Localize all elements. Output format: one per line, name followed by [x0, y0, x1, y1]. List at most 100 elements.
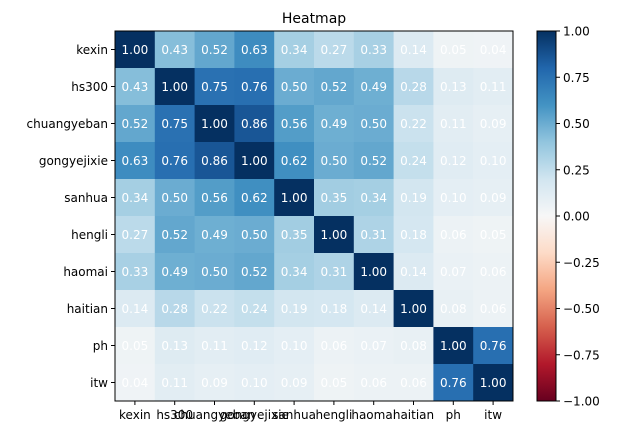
cell-value-label: 0.05 [440, 43, 467, 57]
heatmap-cell [115, 253, 156, 291]
cell-value-label: 0.56 [281, 117, 308, 131]
heatmap-cell [473, 327, 514, 365]
heatmap-cell [274, 179, 315, 217]
heatmap-cell [234, 290, 275, 328]
heatmap-cell [314, 364, 355, 402]
cell-value-label: 0.50 [321, 154, 348, 168]
heatmap-cell [194, 216, 235, 254]
cell-value-label: 0.07 [360, 339, 387, 353]
heatmap-cell [274, 364, 315, 402]
heatmap-cell [274, 290, 315, 328]
cell-value-label: 0.62 [241, 191, 268, 205]
cell-value-label: 0.76 [161, 154, 188, 168]
cell-value-label: 1.00 [480, 376, 507, 390]
heatmap-cell [433, 142, 474, 180]
cell-value-label: 1.00 [201, 117, 228, 131]
cell-value-label: 0.18 [400, 228, 427, 242]
cell-value-label: 0.50 [241, 228, 268, 242]
cell-value-label: 0.52 [161, 228, 188, 242]
cell-value-label: 0.63 [241, 43, 268, 57]
x-tick-label: itw [484, 408, 502, 422]
heatmap-cell [115, 179, 156, 217]
cell-value-label: 0.19 [281, 302, 308, 316]
cell-value-label: 0.08 [440, 302, 467, 316]
heatmap-cell [194, 364, 235, 402]
heatmap-cell [115, 142, 156, 180]
heatmap-cell [154, 253, 195, 291]
heatmap-cell [353, 31, 394, 69]
colorbar-tick-label: 0.25 [563, 163, 590, 177]
heatmap-cell [234, 179, 275, 217]
heatmap-cell [314, 253, 355, 291]
cell-value-label: 0.52 [122, 117, 149, 131]
heatmap-cell [115, 216, 156, 254]
cell-value-label: 0.50 [201, 265, 228, 279]
x-tick-label: haitian [393, 408, 434, 422]
cell-value-label: 0.14 [400, 43, 427, 57]
cell-value-label: 0.49 [201, 228, 228, 242]
heatmap-cell [353, 253, 394, 291]
heatmap-cell [274, 68, 315, 106]
heatmap-cell [274, 216, 315, 254]
cell-value-label: 0.08 [400, 339, 427, 353]
heatmap-cell [194, 290, 235, 328]
y-tick-label: gongyejixie [39, 154, 108, 168]
colorbar-tick-label: 0.75 [563, 71, 590, 85]
heatmap-cell [234, 364, 275, 402]
cell-value-label: 0.35 [321, 191, 348, 205]
cell-value-label: 0.34 [281, 265, 308, 279]
cell-value-label: 0.86 [201, 154, 228, 168]
heatmap-cell [314, 31, 355, 69]
y-axis-ticks: kexin hs300 chuangyeban gongyejixie sanhua he… [27, 43, 115, 390]
cell-value-label: 1.00 [440, 339, 467, 353]
heatmap-cell [154, 142, 195, 180]
heatmap-cell [353, 327, 394, 365]
y-tick-label: haomai [63, 265, 108, 279]
heatmap-cell [314, 68, 355, 106]
cell-value-label: 0.50 [360, 117, 387, 131]
cell-value-label: 0.06 [480, 265, 507, 279]
cell-value-label: 0.33 [122, 265, 149, 279]
cell-value-label: 0.49 [321, 117, 348, 131]
cell-value-label: 0.09 [201, 376, 228, 390]
cell-value-label: 0.49 [360, 80, 387, 94]
heatmap-cell [115, 31, 156, 69]
cell-value-label: 0.06 [440, 228, 467, 242]
cell-value-label: 0.06 [480, 302, 507, 316]
heatmap-cell [473, 253, 514, 291]
heatmap-cell [115, 68, 156, 106]
cell-value-label: 0.13 [440, 80, 467, 94]
colorbar-tick-label: 0.00 [563, 210, 590, 224]
x-tick-label: chuangyeban [174, 408, 255, 422]
heatmap-cell [234, 31, 275, 69]
heatmap-cell [194, 31, 235, 69]
cell-value-label: 0.14 [122, 302, 149, 316]
heatmap-cell [393, 68, 434, 106]
cell-value-label: 0.24 [400, 154, 427, 168]
cell-value-label: 0.04 [122, 376, 149, 390]
heatmap-cell [274, 142, 315, 180]
x-tick-label: gongyejixie [220, 408, 289, 422]
heatmap-cell [194, 142, 235, 180]
heatmap-cell [473, 216, 514, 254]
cell-value-label: 0.52 [321, 80, 348, 94]
colorbar [536, 30, 557, 402]
cell-value-label: 0.14 [400, 265, 427, 279]
colorbar-tick-label: −0.25 [563, 256, 600, 270]
cell-value-label: 0.12 [440, 154, 467, 168]
cell-value-label: 0.56 [201, 191, 228, 205]
heatmap-cell [194, 105, 235, 143]
cell-value-label: 1.00 [161, 80, 188, 94]
heatmap-cell [393, 364, 434, 402]
cell-value-label: 1.00 [360, 265, 387, 279]
cell-value-label: 0.06 [321, 339, 348, 353]
cell-value-label: 0.50 [161, 191, 188, 205]
heatmap-cell [194, 179, 235, 217]
heatmap-cell [234, 142, 275, 180]
heatmap-cell [234, 327, 275, 365]
heatmap-cell [154, 31, 195, 69]
heatmap-cell [393, 142, 434, 180]
heatmap-cell [194, 68, 235, 106]
cell-value-label: 0.05 [122, 339, 149, 353]
